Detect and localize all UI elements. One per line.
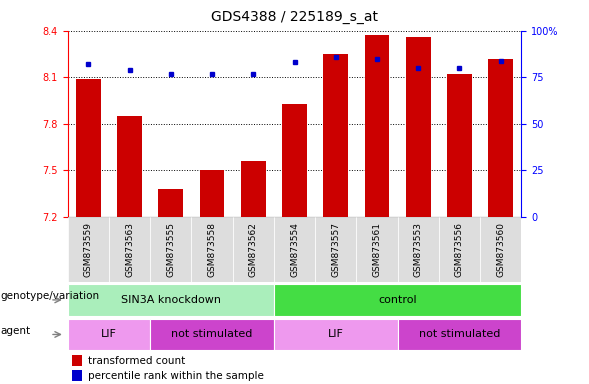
Bar bbox=[191, 217, 233, 282]
Bar bbox=[68, 319, 150, 350]
Text: GSM873559: GSM873559 bbox=[84, 222, 93, 277]
Bar bbox=[488, 59, 513, 217]
Bar bbox=[480, 217, 521, 282]
Text: GSM873553: GSM873553 bbox=[413, 222, 423, 277]
Text: SIN3A knockdown: SIN3A knockdown bbox=[121, 295, 221, 305]
Text: GSM873561: GSM873561 bbox=[372, 222, 382, 277]
Bar bbox=[323, 54, 348, 217]
Bar bbox=[447, 74, 472, 217]
Bar bbox=[158, 189, 183, 217]
Bar bbox=[109, 217, 150, 282]
Text: GSM873555: GSM873555 bbox=[166, 222, 176, 277]
Bar bbox=[200, 170, 224, 217]
Text: GSM873558: GSM873558 bbox=[207, 222, 217, 277]
Text: GSM873557: GSM873557 bbox=[331, 222, 340, 277]
Text: genotype/variation: genotype/variation bbox=[1, 291, 100, 301]
Bar bbox=[72, 355, 82, 366]
Bar bbox=[72, 370, 82, 381]
Text: GSM873554: GSM873554 bbox=[290, 222, 299, 277]
Bar bbox=[282, 104, 307, 217]
Text: GSM873556: GSM873556 bbox=[455, 222, 464, 277]
Bar bbox=[233, 217, 274, 282]
Text: GDS4388 / 225189_s_at: GDS4388 / 225189_s_at bbox=[211, 10, 378, 23]
Text: transformed count: transformed count bbox=[88, 356, 186, 366]
Bar bbox=[356, 217, 398, 282]
Bar bbox=[406, 37, 431, 217]
Text: LIF: LIF bbox=[101, 329, 117, 339]
Text: GSM873563: GSM873563 bbox=[125, 222, 134, 277]
Bar bbox=[315, 217, 356, 282]
Bar bbox=[274, 284, 521, 316]
Bar bbox=[398, 319, 521, 350]
Bar bbox=[150, 319, 274, 350]
Bar bbox=[365, 35, 389, 217]
Text: GSM873562: GSM873562 bbox=[249, 222, 258, 277]
Bar bbox=[117, 116, 142, 217]
Bar bbox=[68, 217, 109, 282]
Text: percentile rank within the sample: percentile rank within the sample bbox=[88, 371, 264, 381]
Bar bbox=[274, 217, 315, 282]
Bar bbox=[76, 79, 101, 217]
Text: not stimulated: not stimulated bbox=[171, 329, 253, 339]
Bar bbox=[68, 284, 274, 316]
Bar bbox=[398, 217, 439, 282]
Bar bbox=[274, 319, 398, 350]
Bar bbox=[241, 161, 266, 217]
Bar bbox=[150, 217, 191, 282]
Bar bbox=[439, 217, 480, 282]
Text: LIF: LIF bbox=[328, 329, 343, 339]
Text: GSM873560: GSM873560 bbox=[496, 222, 505, 277]
Text: not stimulated: not stimulated bbox=[419, 329, 500, 339]
Text: control: control bbox=[378, 295, 417, 305]
Text: agent: agent bbox=[1, 326, 31, 336]
